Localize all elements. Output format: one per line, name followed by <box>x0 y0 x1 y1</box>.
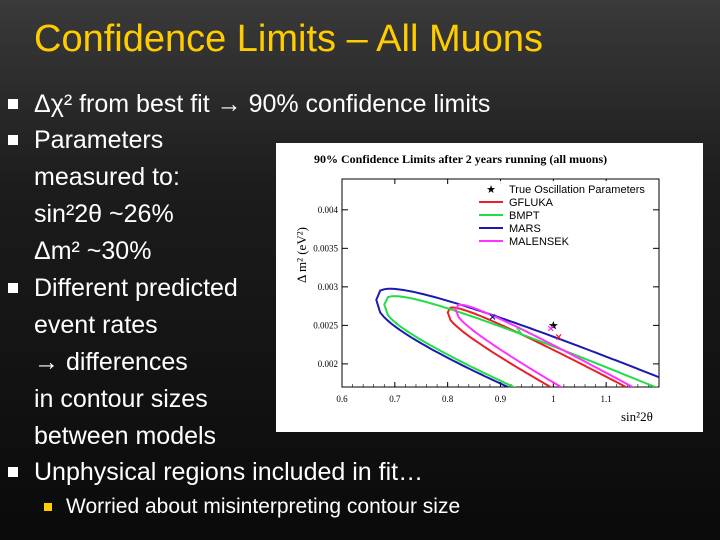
bullet-item: Parameters <box>8 125 164 155</box>
sub-bullet-text: Worried about misinterpreting contour si… <box>66 495 461 518</box>
bullet-continuation: in contour sizes <box>34 385 208 413</box>
bullet-item: Δχ² from best fit → 90% confidence limit… <box>8 89 491 119</box>
x-tick-label: 0.6 <box>336 394 348 404</box>
legend-label: True Oscillation Parameters <box>509 184 645 196</box>
bullet-square-icon <box>8 467 18 477</box>
bullet-square-icon <box>8 135 18 145</box>
contour-gfluka <box>446 306 629 387</box>
best-fit-marker-gfluka <box>555 334 562 340</box>
best-fit-marker-malensek <box>547 325 554 332</box>
contour-chart: 90% Confidence Limits after 2 years runn… <box>294 152 660 424</box>
axis-ticks: 0.6 0.7 0.8 0.9 1 1.1 0.002 0.0025 0.003 0.0035 0.… <box>313 179 659 404</box>
x-axis-label: sin²2θ <box>621 409 653 424</box>
y-tick-label: 0.004 <box>318 205 339 215</box>
y-axis-label: Δ m² (eV²) <box>294 227 309 283</box>
bullet-text: Δχ² from best fit → 90% confidence limit… <box>34 90 491 118</box>
bullet-text: Unphysical regions included in fit… <box>34 458 424 486</box>
sub-bullet-square-icon <box>44 503 52 511</box>
true-parameters-star-icon: ★ <box>548 318 559 332</box>
best-fit-marker-bmpt <box>516 327 522 334</box>
x-tick-label: 0.9 <box>495 394 507 404</box>
bullet-continuation: measured to: <box>34 163 180 191</box>
legend-star-icon: ★ <box>486 184 496 196</box>
y-tick-label: 0.003 <box>318 282 339 292</box>
best-fit-marker-mars <box>489 313 496 320</box>
sub-bullet-item: Worried about misinterpreting contour si… <box>44 494 461 520</box>
x-tick-label: 1 <box>551 394 556 404</box>
bullet-continuation: Δm² ~30% <box>34 237 152 265</box>
bullet-text: Parameters <box>34 126 164 154</box>
x-tick-label: 0.7 <box>389 394 401 404</box>
bullet-text: Different predicted <box>34 274 238 302</box>
legend-label: BMPT <box>509 210 540 222</box>
bullet-item: Different predicted <box>8 273 238 303</box>
bullet-square-icon <box>8 283 18 293</box>
bullet-item: Unphysical regions included in fit… <box>8 457 424 487</box>
bullet-continuation: → differences <box>34 348 188 376</box>
legend-label: MALENSEK <box>509 236 570 248</box>
legend: ★ True Oscillation ParametersGFLUKABMPTMA… <box>473 181 653 252</box>
contour-group <box>375 287 659 387</box>
slide-title: Confidence Limits – All Muons <box>34 18 544 60</box>
chart-image: 90% Confidence Limits after 2 years runn… <box>276 143 703 432</box>
marker-group: ★ <box>489 313 562 340</box>
bullet-continuation: sin²2θ ~26% <box>34 200 174 228</box>
y-tick-label: 0.002 <box>318 359 338 369</box>
legend-label: MARS <box>509 223 541 235</box>
y-tick-label: 0.0035 <box>313 243 338 253</box>
contour-bmpt <box>383 295 658 387</box>
x-tick-label: 0.8 <box>442 394 454 404</box>
x-tick-label: 1.1 <box>601 394 612 404</box>
bullet-square-icon <box>8 99 18 109</box>
y-tick-label: 0.0025 <box>313 320 338 330</box>
contour-mars <box>375 287 659 387</box>
bullet-continuation: event rates <box>34 311 158 339</box>
legend-label: GFLUKA <box>509 197 554 209</box>
contour-malensek <box>454 303 635 387</box>
bullet-continuation: between models <box>34 422 217 450</box>
chart-title: 90% Confidence Limits after 2 years runn… <box>314 152 607 166</box>
